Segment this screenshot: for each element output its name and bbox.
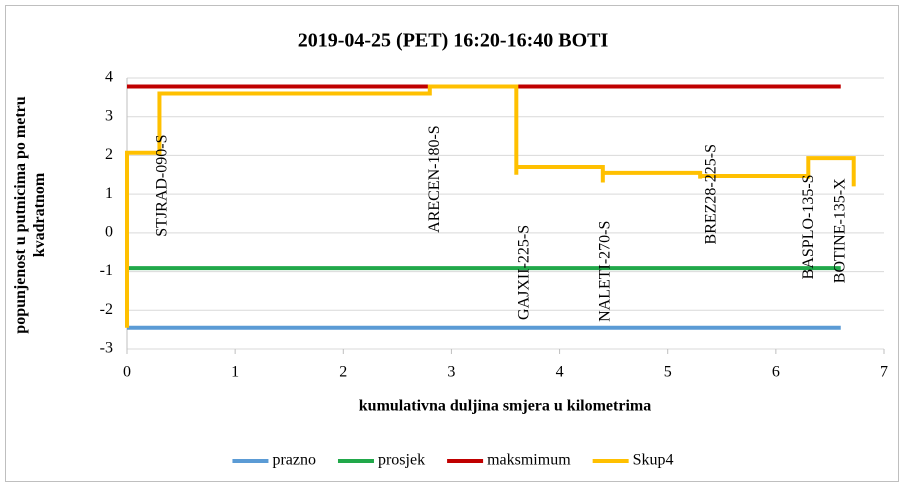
annotation: BOTINE-135-X [831,178,848,283]
y-tick-label: -1 [100,262,113,279]
y-tick-label: -2 [100,301,113,318]
x-tick-label: 4 [556,364,564,381]
y-tick-label: 4 [105,69,113,86]
annotation: BREZ28-225-S [703,144,720,244]
x-tick-label: 3 [447,364,455,381]
x-axis-label: kumulativna duljina smjera u kilometrima [359,398,651,415]
x-tick-label: 2 [339,364,347,381]
legend-label: maksmimum [487,452,571,469]
x-tick-label: 1 [231,364,239,381]
annotation: ARECEN-180-S [426,125,443,233]
y-tick-label: 3 [105,107,113,124]
x-tick-label: 5 [664,364,672,381]
x-tick-label: 0 [123,364,131,381]
legend-label: Skup4 [633,452,674,469]
series-line [125,84,856,328]
y-tick-label: 1 [105,185,113,202]
y-tick-label: -3 [100,340,113,357]
x-tick-label: 6 [772,364,780,381]
legend: prazno prosjek maksmimum Skup4 [232,452,674,469]
annotation: STJRAD-090-S [153,134,170,236]
legend-label: prosjek [378,452,425,469]
legend-label: prazno [272,452,316,469]
chart-title: 2019-04-25 (PET) 16:20-16:40 BOTI [298,30,609,52]
annotation: GAJXII-225-S [516,225,533,320]
y-tick-label: 2 [105,146,113,163]
x-tick-label: 7 [880,364,888,381]
y-axis-label: popunjenost u putnicima po metru kvadrat… [12,96,48,334]
annotation: NALETI-270-S [597,221,614,322]
annotation: BASPLO-135-S [800,174,817,279]
y-tick-label: 0 [105,224,113,241]
